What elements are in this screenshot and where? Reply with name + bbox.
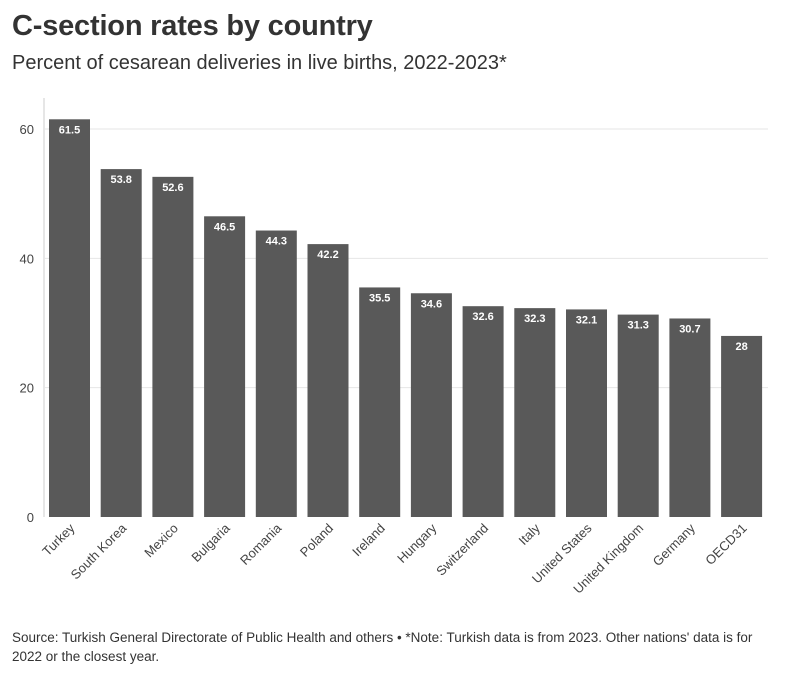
bar: [255, 230, 297, 517]
data-label: 32.6: [472, 311, 493, 323]
data-label: 53.8: [110, 174, 131, 186]
bar: [721, 335, 763, 517]
bar: [669, 318, 711, 517]
data-label: 32.1: [576, 314, 597, 326]
y-tick-label: 40: [20, 251, 34, 266]
bar: [49, 119, 90, 518]
bar: [566, 309, 607, 517]
y-tick-label: 60: [20, 122, 34, 137]
y-tick-label: 20: [20, 381, 34, 396]
x-tick-label: Romania: [237, 520, 285, 568]
bar: [617, 314, 659, 517]
bar: [359, 287, 401, 517]
x-tick-label: Germany: [650, 520, 699, 569]
x-tick-label: Italy: [515, 520, 543, 548]
x-tick-label: Mexico: [141, 521, 181, 561]
x-tick-label: Switzerland: [433, 521, 491, 579]
bar: [204, 216, 246, 518]
x-tick-label: South Korea: [68, 520, 130, 582]
data-label: 46.5: [214, 221, 235, 233]
data-label: 32.3: [524, 313, 545, 325]
data-label: 34.6: [421, 298, 442, 310]
data-label: 31.3: [627, 320, 648, 332]
bar: [462, 306, 504, 517]
data-label: 35.5: [369, 292, 390, 304]
data-label: 28: [735, 341, 747, 353]
x-tick-label: OECD31: [702, 521, 749, 568]
bar-chart: 0 20 40 60 61.5 Turkey 53.8 South Korea 52.6 Mexi…: [20, 98, 768, 597]
bar: [307, 244, 349, 517]
bar: [410, 293, 452, 517]
x-tick-label: Bulgaria: [188, 520, 233, 565]
y-tick-label: 0: [27, 510, 34, 525]
bar: [100, 169, 142, 517]
bar: [152, 176, 194, 517]
data-label: 30.7: [679, 323, 700, 335]
data-label: 44.3: [266, 236, 287, 248]
data-label: 61.5: [59, 124, 80, 136]
bar: [514, 308, 556, 517]
data-label: 42.2: [317, 249, 338, 261]
x-tick-label: Ireland: [349, 521, 388, 560]
x-tick-label: Turkey: [39, 520, 78, 559]
x-tick-label: Hungary: [394, 520, 440, 566]
chart-title: C-section rates by country: [12, 10, 373, 42]
x-tick-label: Poland: [297, 521, 336, 560]
data-label: 52.6: [162, 182, 183, 194]
source-note: Source: Turkish General Directorate of P…: [12, 630, 753, 664]
chart-subtitle: Percent of cesarean deliveries in live b…: [12, 52, 507, 74]
